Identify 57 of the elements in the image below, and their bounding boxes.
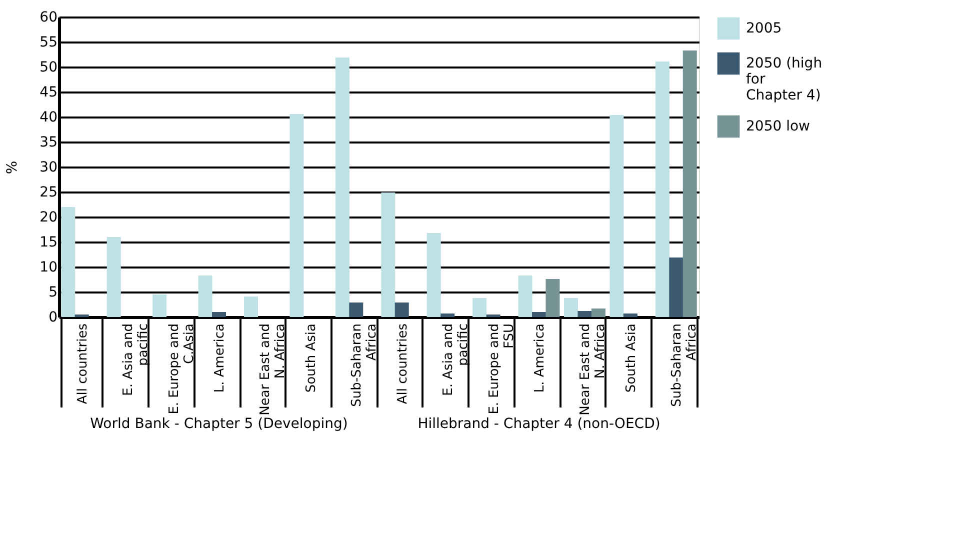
bar (244, 296, 258, 317)
bar (394, 302, 409, 317)
x-tick-label: L. America (212, 324, 228, 393)
x-tick-label: South Asia (624, 324, 639, 393)
x-tick-label: South Asia (304, 324, 319, 393)
bar (335, 58, 350, 317)
legend-label: 2005 (746, 20, 782, 36)
x-tick-label: All countries (395, 323, 410, 404)
y-tick-label: 35 (40, 134, 58, 150)
bar (610, 115, 624, 317)
x-tick-label: E. Asia and pacific (441, 324, 472, 396)
y-axis-title: % (4, 160, 21, 174)
bar (518, 276, 532, 317)
y-tick-label: 10 (40, 260, 58, 276)
y-tick-label: 25 (40, 184, 58, 200)
bar (152, 294, 167, 317)
x-tick-label: Near East and N. Africa (258, 324, 288, 416)
y-tick-label: 15 (40, 234, 58, 250)
text: World Bank - Chapter 5 (Developing) (90, 416, 348, 432)
bar (655, 62, 670, 317)
y-tick-label: 20 (40, 210, 58, 226)
bar (472, 298, 487, 317)
x-tick-label: E. Asia and pacific (121, 324, 152, 396)
bar (669, 258, 684, 317)
bar (106, 237, 121, 317)
text: Hillebrand - Chapter 4 (non-OECD) (418, 416, 660, 432)
bar (198, 276, 212, 317)
y-tick-label: 30 (40, 160, 58, 176)
x-tick-label: L. America (532, 324, 548, 393)
legend-label: 2050 low (746, 118, 810, 134)
bar (212, 312, 226, 317)
y-tick-label: 60 (40, 10, 58, 26)
bar (532, 312, 546, 317)
y-tick-label: 55 (40, 34, 58, 50)
bar (623, 314, 638, 317)
x-tick-label: Sub-Saharan Africa (670, 324, 700, 407)
x-tick-label: All countries (75, 323, 90, 404)
bar (591, 308, 606, 317)
x-tick-label: Near East and N. Africa (578, 324, 608, 416)
y-tick-label: 50 (40, 60, 58, 76)
bar (381, 192, 396, 317)
legend-label: 2050 (high for Chapter 4) (746, 56, 822, 104)
bar (564, 298, 578, 317)
bar (290, 114, 304, 317)
bar (61, 207, 76, 317)
y-tick-label: 5 (48, 284, 58, 300)
y-tick-label: 45 (40, 84, 58, 100)
bar (349, 302, 364, 317)
y-tick-label: 0 (48, 310, 58, 326)
x-tick-label: E. Europe and FSU (486, 324, 517, 414)
bar (426, 233, 441, 317)
y-tick-label: 40 (40, 110, 58, 126)
x-tick-label: Sub-Saharan Africa (350, 324, 380, 407)
bar (440, 314, 455, 317)
bar (578, 311, 592, 317)
bar (546, 279, 560, 317)
bar (682, 50, 697, 317)
